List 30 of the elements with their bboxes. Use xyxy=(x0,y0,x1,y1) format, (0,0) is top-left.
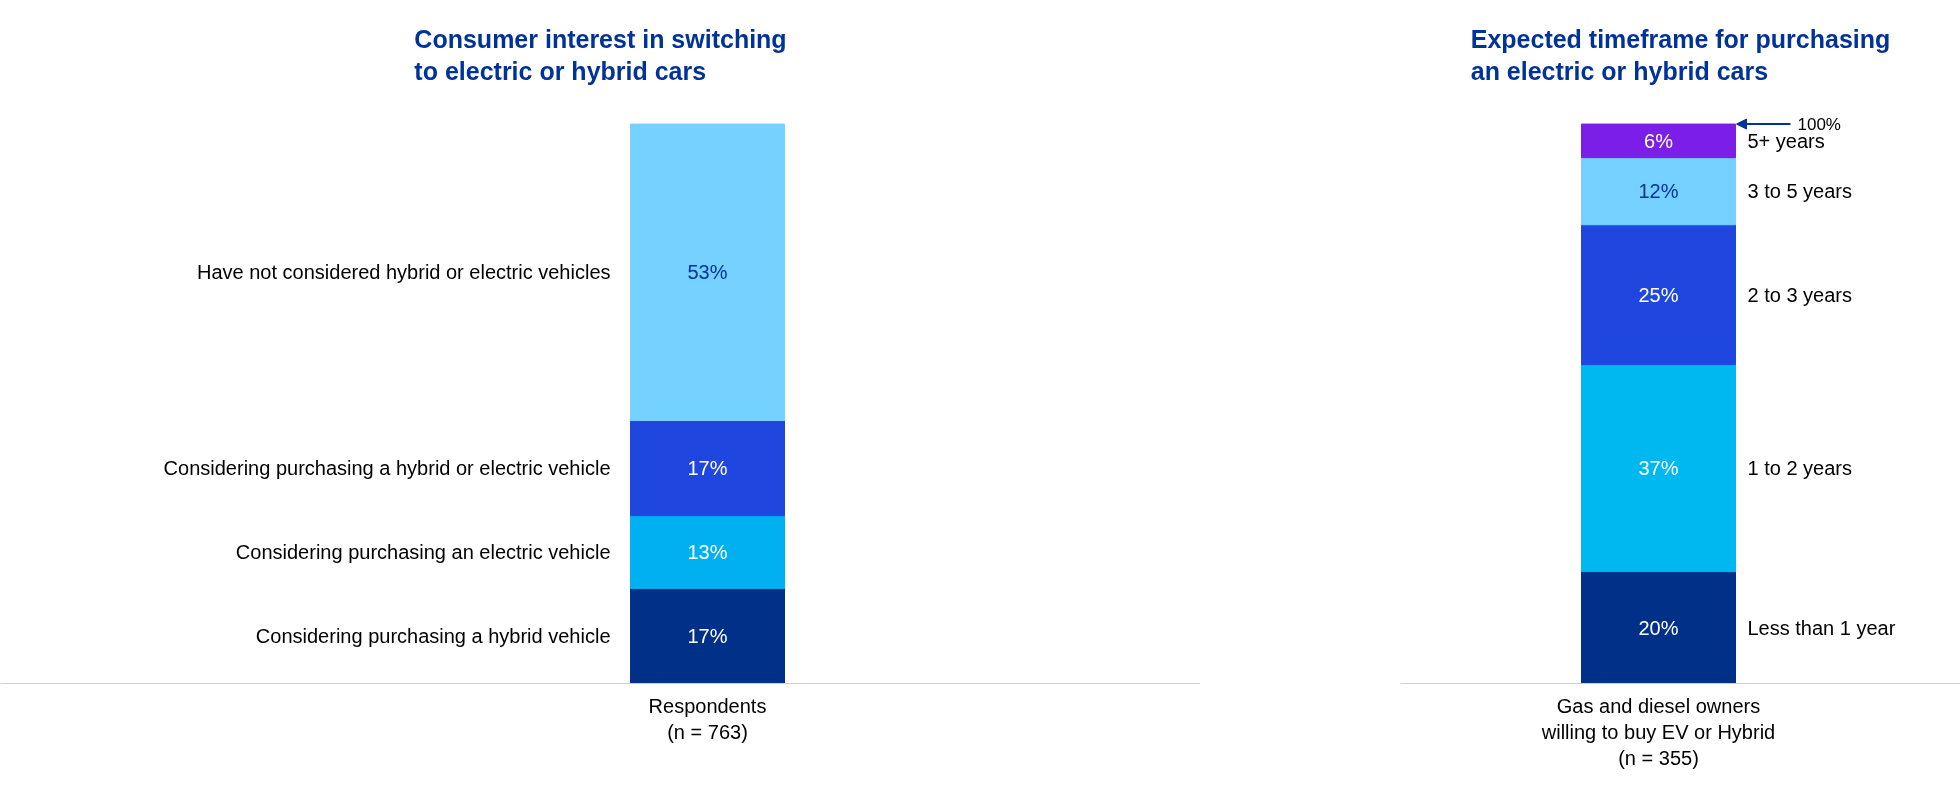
series-label: Considering purchasing an electric vehicle xyxy=(235,541,611,564)
data-label: 53% xyxy=(687,261,728,284)
series-label: Considering purchasing a hybrid vehicle xyxy=(255,624,611,647)
bar xyxy=(1581,157,1736,226)
series-label: 1 to 2 years xyxy=(1747,457,1853,480)
bar xyxy=(1581,364,1736,573)
data-label: 6% xyxy=(1644,129,1674,152)
series-label: Considering purchasing a hybrid or electric vehicle xyxy=(163,457,611,480)
data-label: 12% xyxy=(1638,180,1679,203)
series-label: 3 to 5 years xyxy=(1747,180,1853,203)
data-label: 37% xyxy=(1638,457,1679,480)
series-label: 2 to 3 years xyxy=(1747,283,1853,306)
data-label: 20% xyxy=(1638,616,1679,639)
bar xyxy=(630,515,785,589)
x-tick-label: Gas and diesel owners willing to buy EV or Hybrid (n = 355) xyxy=(1540,694,1776,770)
data-label: 17% xyxy=(687,457,728,480)
x-tick-label: Respondents (n = 763) xyxy=(648,694,767,743)
bar xyxy=(1581,123,1736,159)
bar xyxy=(1581,224,1736,366)
bar xyxy=(1581,571,1736,684)
data-label: 17% xyxy=(687,624,728,647)
chart-title: Expected timeframe for purchasing an electric or hybrid cars xyxy=(1470,25,1891,86)
bar xyxy=(630,587,785,684)
series-label: Have not considered hybrid or electric vehicles xyxy=(196,261,611,284)
data-label: 25% xyxy=(1638,283,1679,306)
series-label: Less than 1 year xyxy=(1747,616,1896,639)
chart-title: Consumer interest in switching to electric or hybrid cars xyxy=(414,25,787,86)
bar xyxy=(630,420,785,517)
bar xyxy=(630,123,785,422)
data-label: 13% xyxy=(687,541,728,564)
